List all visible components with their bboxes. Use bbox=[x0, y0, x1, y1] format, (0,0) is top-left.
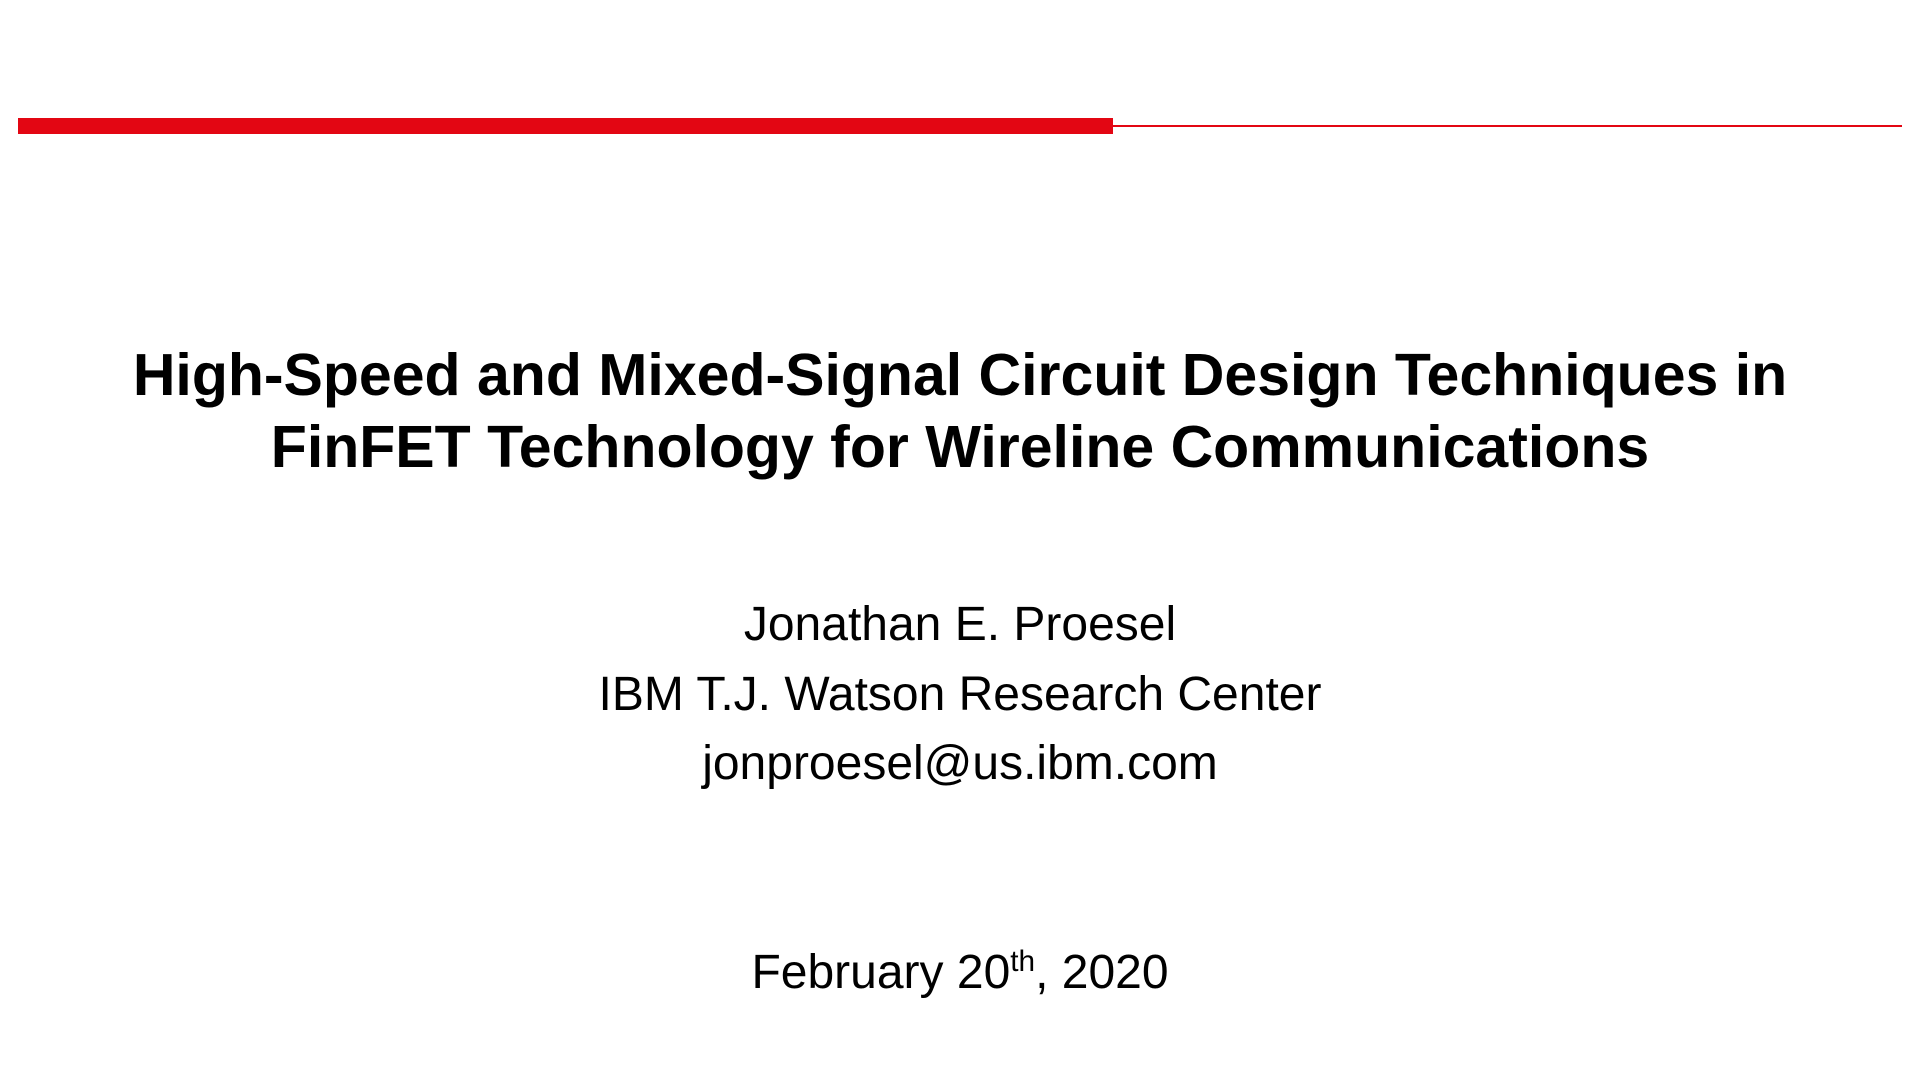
date-day: 20 bbox=[957, 946, 1010, 999]
date-ordinal: th bbox=[1010, 945, 1035, 978]
author-email: jonproesel@us.ibm.com bbox=[0, 729, 1920, 799]
author-name: Jonathan E. Proesel bbox=[0, 590, 1920, 660]
accent-bar-thin bbox=[1113, 125, 1902, 127]
accent-bar-thick bbox=[18, 118, 1113, 134]
slide-date: February 20th, 2020 bbox=[0, 945, 1920, 1000]
date-year: 2020 bbox=[1062, 946, 1169, 999]
accent-bar bbox=[18, 118, 1902, 134]
date-month: February bbox=[751, 946, 943, 999]
author-affiliation: IBM T.J. Watson Research Center bbox=[0, 660, 1920, 730]
slide-title: High-Speed and Mixed-Signal Circuit Desi… bbox=[60, 340, 1860, 484]
author-block: Jonathan E. Proesel IBM T.J. Watson Rese… bbox=[0, 590, 1920, 799]
